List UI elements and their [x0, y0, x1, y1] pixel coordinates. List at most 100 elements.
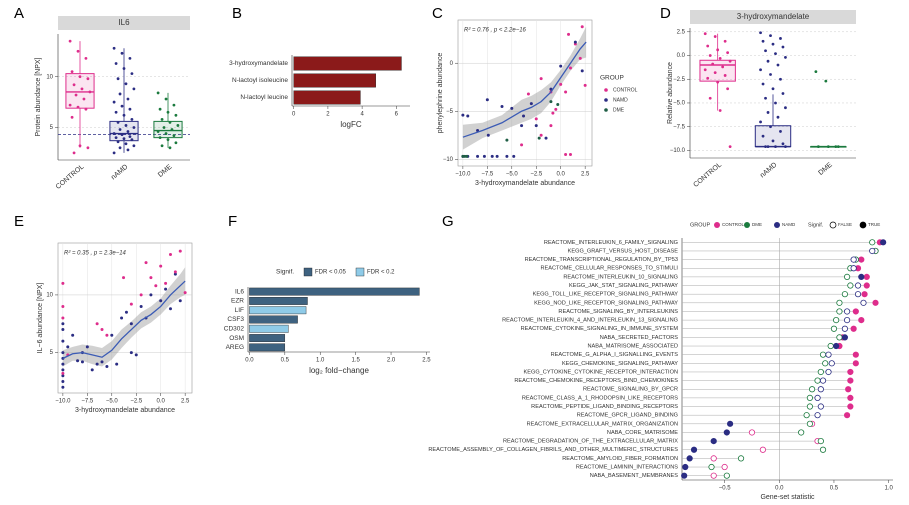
- point: [814, 377, 821, 384]
- point: [843, 412, 851, 419]
- point: [781, 92, 785, 95]
- point: [716, 80, 720, 84]
- point: [486, 133, 490, 137]
- point: [858, 317, 865, 324]
- point: [505, 138, 509, 142]
- point: [520, 124, 524, 128]
- legend-label: CONTROL: [613, 87, 638, 93]
- point: [845, 386, 852, 393]
- point: [85, 345, 89, 349]
- point: [116, 140, 120, 144]
- point: [580, 69, 584, 73]
- point: [784, 56, 787, 59]
- point: [105, 333, 109, 337]
- y-tick-label: REACTOME_LAMININ_INTERACTIONS: [576, 465, 678, 471]
- point: [158, 136, 162, 140]
- point: [766, 111, 770, 114]
- point: [534, 117, 538, 121]
- point: [61, 322, 65, 326]
- point: [160, 117, 164, 121]
- point: [710, 472, 717, 479]
- point: [495, 154, 499, 158]
- point: [116, 77, 120, 81]
- point: [122, 113, 126, 117]
- point: [834, 145, 838, 149]
- point: [159, 264, 163, 268]
- point: [116, 121, 120, 124]
- y-tick-label: REACTOME_CHEMOKINE_RECEPTORS_BIND_CHEMOK…: [514, 378, 678, 384]
- point: [505, 154, 509, 158]
- x-tick-label: 0.0: [557, 172, 566, 178]
- panel-letter: E: [14, 213, 24, 230]
- point: [850, 325, 857, 332]
- point: [522, 114, 526, 118]
- point: [827, 342, 834, 350]
- y-tick-label: KEGG_CHEMOKINE_SIGNALING_PATHWAY: [562, 361, 678, 367]
- point: [61, 339, 65, 343]
- point: [567, 32, 571, 36]
- strip: [690, 10, 856, 24]
- point: [822, 360, 829, 367]
- y-tick-label: CD302: [224, 326, 245, 333]
- point: [149, 293, 153, 297]
- point: [817, 368, 824, 376]
- y-tick-label: CSF3: [227, 316, 244, 323]
- point: [124, 82, 128, 86]
- point: [726, 51, 730, 55]
- y-tick-label: 0: [450, 61, 454, 67]
- point: [122, 276, 126, 280]
- x-tick-label: DME: [817, 161, 834, 177]
- x-tick-label: 0.5: [281, 358, 290, 364]
- point: [134, 353, 138, 357]
- point: [124, 124, 128, 127]
- point: [95, 362, 99, 366]
- point: [769, 125, 772, 129]
- panel-letter: D: [660, 5, 671, 22]
- x-tick-label: 2.5: [181, 399, 190, 405]
- point: [482, 154, 486, 158]
- point: [850, 256, 857, 263]
- point: [781, 142, 785, 146]
- point: [568, 66, 572, 70]
- point: [120, 316, 124, 320]
- x-tick-label: 1.0: [316, 358, 325, 364]
- confidence-band: [462, 26, 587, 150]
- point: [510, 106, 514, 110]
- point: [708, 96, 712, 100]
- point: [476, 154, 480, 158]
- point: [771, 87, 775, 91]
- point: [806, 403, 814, 410]
- panel-letter: F: [228, 213, 237, 230]
- point: [118, 146, 122, 150]
- legend-marker: [604, 88, 608, 92]
- point: [774, 101, 777, 105]
- point: [556, 103, 560, 107]
- plot-panel: [57, 242, 193, 394]
- point: [551, 111, 555, 115]
- point: [78, 75, 82, 79]
- legend-swatch: [303, 267, 313, 277]
- point: [819, 351, 827, 358]
- point: [74, 93, 78, 97]
- point: [564, 152, 568, 156]
- point: [88, 90, 92, 94]
- y-tick-label: N-lactoyl leucine: [240, 94, 288, 101]
- point: [61, 351, 65, 355]
- point: [61, 379, 65, 383]
- point: [863, 273, 870, 280]
- point: [114, 110, 118, 114]
- x-axis-label: Gene-set statistic: [760, 494, 815, 501]
- point: [128, 135, 132, 139]
- strip: [58, 16, 190, 30]
- point: [156, 130, 160, 133]
- legend-label: NAMD: [782, 222, 796, 227]
- point: [537, 136, 541, 140]
- point: [872, 299, 879, 306]
- point: [703, 68, 707, 72]
- y-tick-label: NABA_BASEMENT_MEMBRANES: [590, 473, 679, 479]
- point: [144, 261, 148, 265]
- point: [166, 110, 170, 114]
- point: [723, 472, 730, 479]
- point: [122, 137, 126, 141]
- point: [158, 107, 162, 111]
